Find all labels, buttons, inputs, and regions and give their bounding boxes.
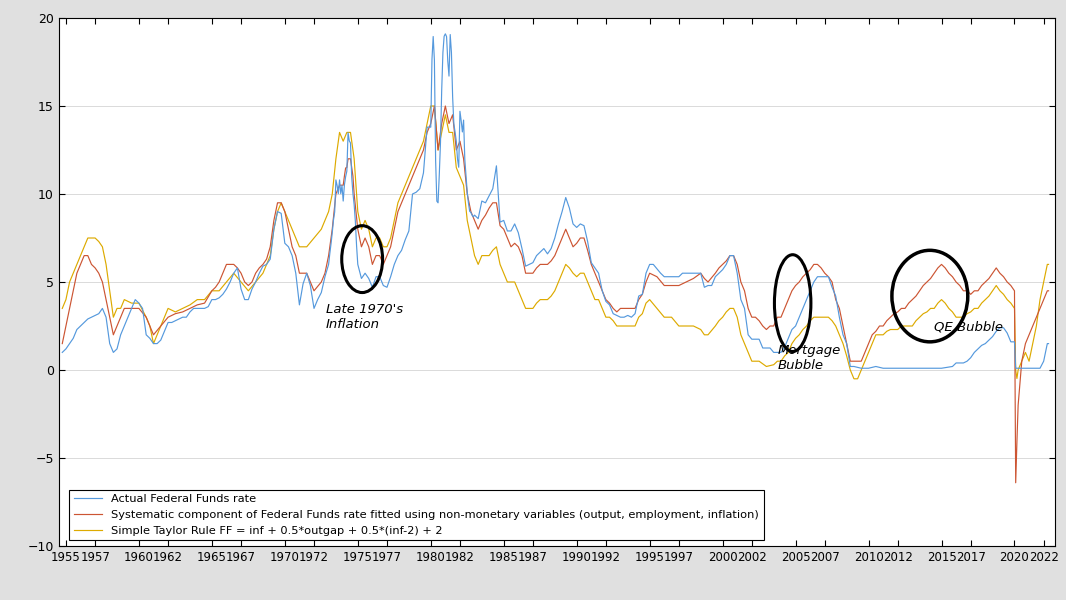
Text: QE Bubble: QE Bubble bbox=[934, 321, 1003, 334]
Legend: Actual Federal Funds rate, Systematic component of Federal Funds rate fitted usi: Actual Federal Funds rate, Systematic co… bbox=[69, 490, 763, 541]
Text: Mortgage
Bubble: Mortgage Bubble bbox=[778, 344, 841, 371]
Text: Late 1970's
Inflation: Late 1970's Inflation bbox=[326, 303, 403, 331]
